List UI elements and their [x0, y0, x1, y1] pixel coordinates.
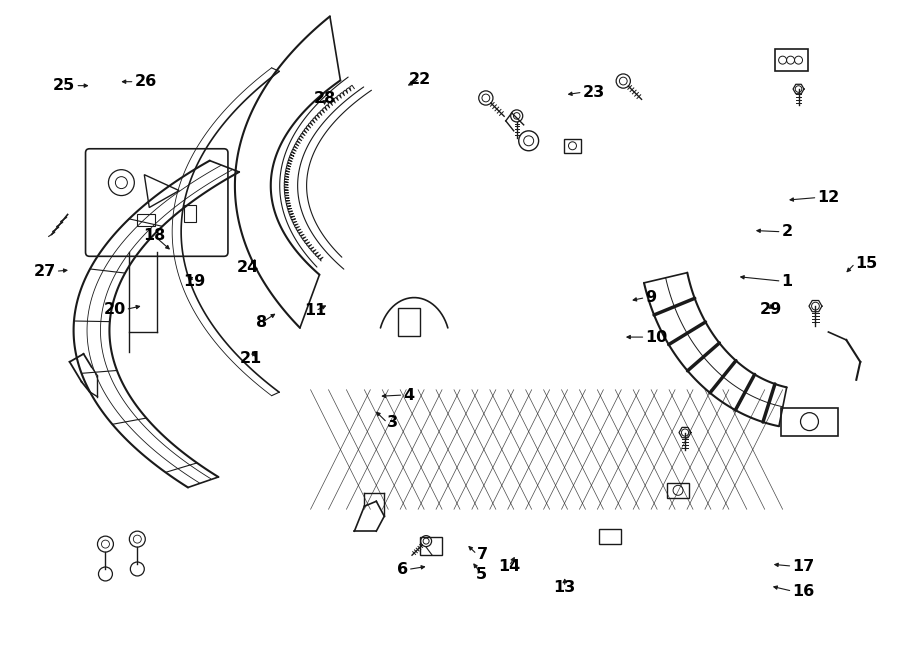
Text: 6: 6: [397, 562, 408, 577]
Text: 2: 2: [781, 224, 793, 239]
Text: 25: 25: [53, 78, 76, 93]
Bar: [398, 308, 420, 336]
Bar: [775, 49, 808, 71]
Bar: [599, 529, 621, 544]
Bar: [138, 214, 155, 227]
Text: 20: 20: [104, 302, 126, 317]
Text: 28: 28: [313, 91, 336, 106]
Text: 12: 12: [817, 190, 840, 205]
Bar: [420, 537, 442, 555]
Text: 7: 7: [477, 547, 488, 562]
Text: 17: 17: [792, 559, 814, 574]
Text: 29: 29: [760, 302, 782, 317]
Text: 9: 9: [645, 290, 656, 305]
Text: 18: 18: [143, 228, 166, 243]
Bar: [780, 408, 839, 436]
Bar: [184, 204, 196, 223]
Text: 5: 5: [476, 566, 487, 582]
FancyBboxPatch shape: [86, 149, 228, 256]
Text: 1: 1: [781, 274, 793, 289]
Text: 11: 11: [304, 303, 327, 318]
Text: 21: 21: [240, 350, 262, 366]
Text: 23: 23: [582, 85, 605, 100]
Bar: [667, 483, 689, 498]
Text: 16: 16: [792, 584, 814, 599]
Text: 19: 19: [184, 274, 206, 289]
Text: 27: 27: [33, 264, 56, 279]
Text: 26: 26: [134, 74, 157, 89]
Text: 15: 15: [855, 256, 878, 271]
Text: 24: 24: [238, 260, 259, 276]
Text: 13: 13: [554, 580, 576, 595]
Bar: [563, 139, 581, 153]
Text: 14: 14: [498, 559, 520, 574]
Text: 4: 4: [403, 387, 415, 403]
Text: 22: 22: [409, 71, 431, 87]
Text: 3: 3: [387, 415, 399, 430]
Text: 10: 10: [645, 330, 668, 344]
Text: 8: 8: [256, 315, 267, 330]
